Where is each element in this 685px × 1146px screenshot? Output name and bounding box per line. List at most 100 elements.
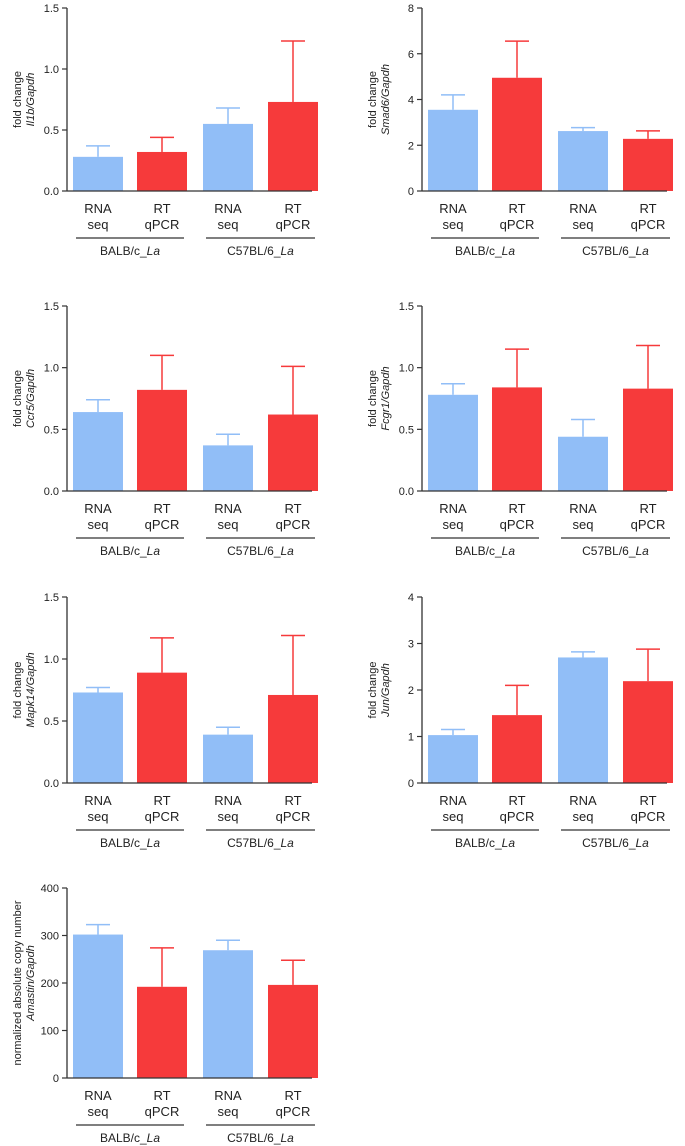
bar-rna-seq bbox=[203, 950, 253, 1078]
bar-rt-qpcr bbox=[492, 77, 542, 191]
x-tick-label: RT qPCR bbox=[276, 501, 311, 532]
group-label: BALB/c_La bbox=[100, 544, 160, 558]
y-axis-label-line1: fold change bbox=[367, 370, 379, 427]
y-tick-label: 0.0 bbox=[44, 486, 59, 498]
y-tick-label: 1.5 bbox=[399, 301, 414, 313]
bar-rna-seq bbox=[558, 131, 608, 191]
group-label: C57BL/6_La bbox=[227, 836, 294, 850]
y-axis-label: fold changeSmad6/Gapdh bbox=[367, 64, 392, 135]
y-tick-label: 1.5 bbox=[44, 3, 59, 15]
y-axis-label-ref: /Gapdh bbox=[25, 369, 37, 406]
x-tick-label: RNA seq bbox=[214, 501, 242, 532]
chart-panel-mapk14: 0.0 0.5 1.0 1.5 fold changeMapk14/Gapdh RNA se… bbox=[12, 592, 318, 850]
y-axis-label: fold changeFcgr1/Gapdh bbox=[367, 366, 392, 430]
x-tick-label: RNA seq bbox=[214, 201, 242, 232]
y-axis-label-line1: fold change bbox=[12, 662, 24, 719]
bar-rna-seq bbox=[73, 156, 123, 191]
y-axis-label-gene: Smad6 bbox=[380, 99, 392, 135]
x-tick-label: RNA seq bbox=[84, 201, 112, 232]
y-tick-label: 2 bbox=[408, 685, 414, 697]
x-tick-label: RT qPCR bbox=[500, 501, 535, 532]
x-tick-label: RT qPCR bbox=[631, 793, 666, 824]
y-tick-label: 4 bbox=[408, 592, 414, 604]
y-tick-label: 0 bbox=[408, 186, 414, 198]
y-axis-label: fold changeIl1b/Gapdh bbox=[12, 71, 37, 128]
y-tick-label: 6 bbox=[408, 49, 414, 61]
x-tick-label: RT qPCR bbox=[145, 793, 180, 824]
bar-rt-qpcr bbox=[268, 694, 318, 783]
chart-panel-smad6: 0 2 4 6 8 fold changeSmad6/Gapdh RNA seq RT qPCR R… bbox=[367, 3, 673, 258]
bar-rna-seq bbox=[428, 109, 478, 191]
x-tick-label: RNA seq bbox=[569, 793, 597, 824]
y-tick-label: 0.5 bbox=[44, 424, 59, 436]
bar-rt-qpcr bbox=[268, 414, 318, 491]
bar-rna-seq bbox=[558, 436, 608, 491]
group-label: C57BL/6_La bbox=[582, 244, 649, 258]
y-axis-label-ref: /Gapdh bbox=[25, 945, 37, 982]
x-tick-label: RNA seq bbox=[84, 501, 112, 532]
bar-rt-qpcr bbox=[623, 388, 673, 491]
x-tick-label: RT qPCR bbox=[276, 793, 311, 824]
bar-rna-seq bbox=[558, 657, 608, 783]
y-axis-label: fold changeJun/Gapdh bbox=[367, 662, 392, 719]
x-tick-label: RT qPCR bbox=[500, 793, 535, 824]
y-tick-label: 0.5 bbox=[44, 125, 59, 137]
bar-rna-seq bbox=[203, 734, 253, 783]
y-tick-label: 0.0 bbox=[44, 778, 59, 790]
x-tick-label: RNA seq bbox=[214, 793, 242, 824]
chart-panel-il1b: 0.0 0.5 1.0 1.5 fold changeIl1b/Gapdh RNA seq R… bbox=[12, 3, 318, 258]
x-tick-label: RT qPCR bbox=[276, 1088, 311, 1119]
group-label: BALB/c_La bbox=[455, 244, 515, 258]
x-tick-label: RNA seq bbox=[214, 1088, 242, 1119]
y-axis-label-line1: fold change bbox=[367, 71, 379, 128]
y-tick-label: 0.0 bbox=[399, 486, 414, 498]
x-tick-label: RNA seq bbox=[569, 501, 597, 532]
y-tick-label: 200 bbox=[41, 978, 59, 990]
y-axis-label-gene: Amastin bbox=[25, 981, 37, 1022]
y-tick-label: 3 bbox=[408, 639, 414, 651]
y-axis-label-gene: Il1b bbox=[25, 109, 37, 127]
chart-panel-fcgr1: 0.0 0.5 1.0 1.5 fold changeFcgr1/Gapdh RNA seq… bbox=[367, 301, 673, 558]
y-tick-label: 100 bbox=[41, 1026, 59, 1038]
y-axis-label: fold changeCcr5/Gapdh bbox=[12, 369, 37, 428]
y-axis-label: normalized absolute copy numberAmastin/G… bbox=[12, 900, 37, 1065]
x-tick-label: RT qPCR bbox=[145, 201, 180, 232]
bar-rt-qpcr bbox=[268, 984, 318, 1078]
chart-panel-jun: 0 1 2 3 4 fold changeJun/Gapdh RNA seq RT qPCR RNA… bbox=[367, 592, 673, 850]
y-tick-label: 1.0 bbox=[44, 654, 59, 666]
x-tick-label: RNA seq bbox=[84, 1088, 112, 1119]
x-tick-label: RNA seq bbox=[439, 501, 467, 532]
y-tick-label: 1.5 bbox=[44, 301, 59, 313]
group-label: BALB/c_La bbox=[455, 544, 515, 558]
bar-rt-qpcr bbox=[137, 151, 187, 191]
bar-rna-seq bbox=[428, 735, 478, 783]
y-axis-label-line1: normalized absolute copy number bbox=[12, 900, 24, 1065]
bar-rt-qpcr bbox=[137, 672, 187, 783]
bar-rt-qpcr bbox=[623, 681, 673, 783]
bar-rt-qpcr bbox=[268, 101, 318, 191]
x-tick-label: RNA seq bbox=[439, 201, 467, 232]
y-tick-label: 1.0 bbox=[44, 363, 59, 375]
bar-rna-seq bbox=[73, 412, 123, 491]
bar-rt-qpcr bbox=[137, 986, 187, 1078]
group-label: BALB/c_La bbox=[100, 836, 160, 850]
y-axis-label-ref: /Gapdh bbox=[380, 366, 392, 403]
y-axis-label-ref: /Gapdh bbox=[25, 652, 37, 689]
bar-rna-seq bbox=[203, 445, 253, 491]
bar-rt-qpcr bbox=[623, 138, 673, 191]
group-label: BALB/c_La bbox=[455, 836, 515, 850]
y-axis-label-ref: /Gapdh bbox=[380, 663, 392, 700]
y-tick-label: 0.5 bbox=[44, 716, 59, 728]
group-label: C57BL/6_La bbox=[227, 1131, 294, 1145]
group-label: C57BL/6_La bbox=[227, 244, 294, 258]
y-tick-label: 2 bbox=[408, 140, 414, 152]
y-axis-label-gene: Ccr5 bbox=[25, 404, 37, 428]
y-axis-label-ref: /Gapdh bbox=[380, 64, 392, 101]
y-tick-label: 0 bbox=[53, 1073, 59, 1085]
y-tick-label: 0.5 bbox=[399, 424, 414, 436]
group-label: BALB/c_La bbox=[100, 244, 160, 258]
bar-rt-qpcr bbox=[492, 387, 542, 491]
y-tick-label: 1 bbox=[408, 732, 414, 744]
y-tick-label: 300 bbox=[41, 931, 59, 943]
